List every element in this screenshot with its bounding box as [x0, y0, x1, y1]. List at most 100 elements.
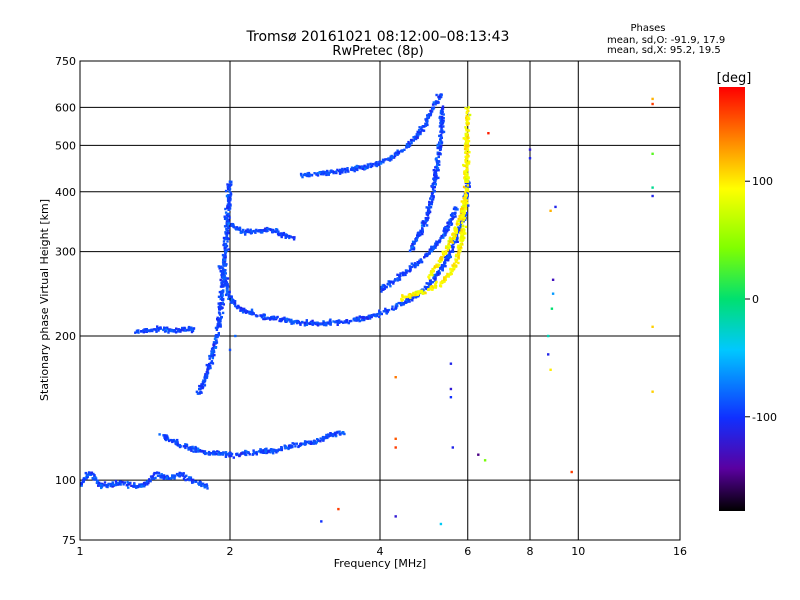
echo-point [460, 230, 464, 233]
echo-point [463, 137, 467, 141]
echo-point [258, 229, 261, 232]
echo-point [430, 195, 433, 198]
echo-point [242, 228, 245, 232]
echo-point [225, 288, 229, 292]
echo-point [220, 297, 223, 300]
echo-point [318, 323, 321, 326]
echo-point [221, 294, 224, 297]
echo-point [415, 133, 418, 136]
echo-point [454, 234, 457, 238]
echo-point [130, 484, 133, 487]
echo-point [175, 327, 178, 330]
echo-point [434, 103, 437, 106]
x-tick-label: 2 [227, 545, 234, 558]
echo-point [194, 449, 197, 452]
echo-point [466, 189, 470, 193]
echo-point [467, 177, 470, 180]
echo-point [442, 130, 446, 134]
echo-point [242, 308, 245, 311]
echo-point [179, 330, 182, 333]
echo-point [287, 318, 291, 321]
echo-point [262, 313, 265, 316]
echo-point [341, 432, 344, 435]
echo-point [440, 119, 444, 123]
echo-point [165, 328, 168, 331]
echo-point [196, 447, 200, 450]
echo-point [420, 224, 424, 227]
echo-point [446, 248, 450, 252]
echo-point [219, 293, 223, 296]
echo-point [442, 125, 445, 128]
echo-point [300, 174, 303, 177]
echo-point [220, 266, 223, 269]
echo-point [396, 153, 399, 156]
echo-point [149, 480, 152, 483]
echo-point [133, 483, 136, 486]
echo-point [451, 264, 454, 267]
echo-point [451, 250, 455, 253]
echo-point [401, 294, 404, 297]
echo-point [424, 217, 427, 220]
echo-point [439, 266, 442, 270]
echo-point [223, 278, 226, 282]
echo-point [465, 188, 468, 191]
echo-point [459, 227, 462, 230]
echo-point [261, 451, 265, 454]
echo-point [390, 307, 394, 311]
echo-point [430, 245, 434, 249]
echo-point [466, 123, 469, 126]
echo-point [432, 247, 435, 250]
echo-point [313, 172, 316, 175]
echo-point [354, 165, 357, 169]
echo-point [375, 164, 378, 168]
echo-point [218, 303, 222, 307]
echo-point [221, 285, 224, 288]
echo-point [205, 371, 209, 374]
echo-point [107, 482, 110, 486]
echo-point [181, 326, 184, 330]
echo-point [248, 231, 251, 234]
echo-point [434, 169, 437, 173]
echo-point [224, 293, 228, 297]
echo-point [433, 174, 436, 177]
echo-point [235, 226, 239, 229]
echo-point [458, 247, 461, 251]
echo-point [465, 150, 468, 154]
echo-point [229, 191, 232, 194]
echo-point [449, 362, 453, 365]
echo-point [226, 229, 230, 232]
echo-point [111, 481, 114, 484]
echo-point [429, 249, 432, 252]
echo-point [465, 178, 468, 181]
echo-point [464, 142, 467, 145]
echo-point [224, 253, 227, 256]
echo-point [184, 478, 187, 482]
echo-point [353, 317, 356, 320]
echo-point [411, 240, 415, 243]
echo-point [343, 320, 346, 323]
echo-point [465, 211, 468, 215]
grid-lines [80, 61, 680, 540]
echo-point [200, 484, 203, 488]
echo-point [430, 192, 434, 195]
echo-point [341, 321, 345, 324]
echo-point [651, 390, 654, 393]
echo-point [417, 290, 420, 293]
echo-point [554, 205, 557, 209]
echo-point [393, 154, 397, 158]
echo-point [390, 156, 394, 159]
echo-point [155, 471, 159, 474]
echo-point [455, 227, 458, 231]
echo-point [227, 203, 230, 206]
echo-point [391, 305, 394, 308]
echo-point [468, 160, 471, 163]
echo-point [212, 350, 216, 353]
echo-point [463, 147, 467, 151]
echo-point [229, 183, 232, 186]
echo-point [214, 326, 218, 330]
echo-point [250, 231, 253, 234]
echo-point [221, 273, 224, 276]
echo-point [127, 486, 130, 489]
echo-point [189, 446, 192, 449]
echo-point [429, 111, 433, 114]
